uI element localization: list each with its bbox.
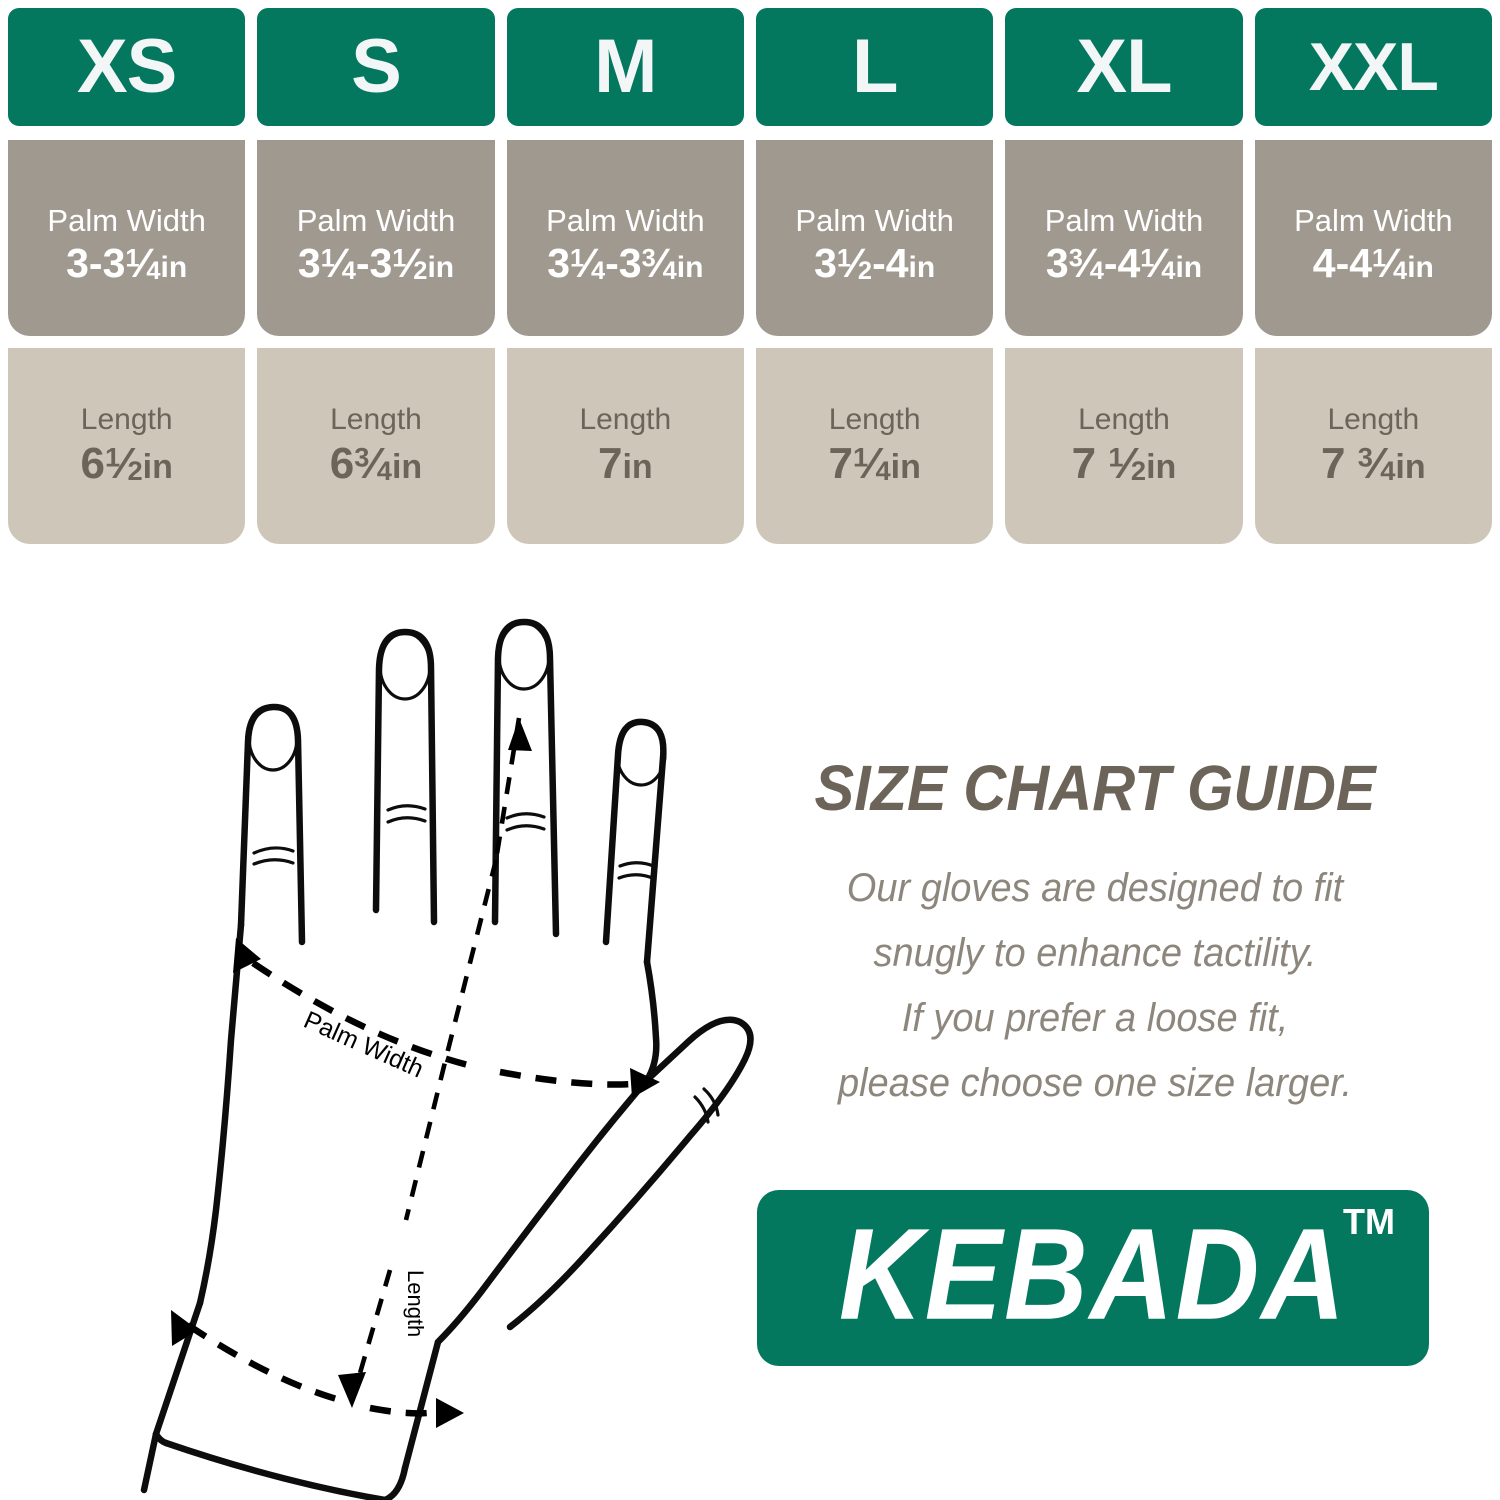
length-value: 7 1⁄2in xyxy=(1071,438,1177,488)
size-column-m: M Palm Width 31⁄4-33⁄4in Length 7in xyxy=(506,8,744,544)
length-cell-m: Length 7in xyxy=(506,348,744,544)
fingernail-middle-icon xyxy=(378,631,432,701)
palm-width-arc-left xyxy=(251,960,481,1072)
palm-width-label: Palm Width xyxy=(296,203,456,239)
palm-width-value: 4-41⁄4in xyxy=(1312,239,1434,286)
length-line-lower xyxy=(355,1269,393,1381)
knuckle-crease-icon xyxy=(617,873,657,881)
length-label: Length xyxy=(330,402,422,436)
cuff-right-corner xyxy=(381,1464,409,1500)
sleeve-left-edge xyxy=(140,1430,160,1494)
brand-name: KEBADA xyxy=(838,1201,1348,1347)
fingernail-pinky-icon xyxy=(615,721,667,787)
palm-width-label: Palm Width xyxy=(795,203,954,239)
length-cell-l: Length 71⁄4in xyxy=(755,348,994,544)
palm-width-arrow-right-icon xyxy=(630,1068,660,1098)
size-header-xl: XL xyxy=(1005,8,1243,126)
length-value: 61⁄2in xyxy=(80,438,173,488)
palm-width-cell-xxl: Palm Width 4-41⁄4in xyxy=(1254,140,1492,336)
knuckle-crease-icon xyxy=(505,824,546,832)
length-value: 63⁄4in xyxy=(329,438,423,488)
length-line-upper xyxy=(403,859,499,1221)
palm-width-value: 31⁄4-31⁄2in xyxy=(297,239,455,286)
page-title: SIZE CHART GUIDE xyxy=(814,752,1376,824)
length-label: Length xyxy=(1078,402,1170,436)
palm-right-edge xyxy=(643,958,660,1084)
palm-width-label: Palm Width xyxy=(1294,203,1453,239)
size-header-l: L xyxy=(755,8,994,126)
size-column-xxl: XXL Palm Width 4-41⁄4in Length 7 3⁄4in xyxy=(1254,8,1492,544)
length-cell-xs: Length 61⁄2in xyxy=(8,348,246,544)
knuckle-crease-icon xyxy=(618,861,658,869)
thumb-inner-edge xyxy=(434,1076,651,1346)
size-header-m: M xyxy=(506,8,744,126)
fingertip-arrow-icon xyxy=(508,718,532,751)
palm-width-label: Palm Width xyxy=(1044,203,1204,239)
palm-width-cell-l: Palm Width 31⁄2-4in xyxy=(755,140,994,336)
palm-width-value: 31⁄2-4in xyxy=(814,239,936,286)
fingertip-arrow-line xyxy=(493,717,522,861)
palm-width-value: 3-31⁄4in xyxy=(66,239,188,286)
size-chart-table: XS Palm Width 3-31⁄4in Length 61⁄2in S P… xyxy=(8,8,1492,544)
palm-width-cell-xs: Palm Width 3-31⁄4in xyxy=(8,140,246,336)
size-column-s: S Palm Width 31⁄4-31⁄2in Length 63⁄4in xyxy=(257,8,495,544)
size-column-l: L Palm Width 31⁄2-4in Length 71⁄4in xyxy=(755,8,994,544)
hand-measurement-diagram: Length Palm Width xyxy=(40,570,760,1500)
guide-body-text: Our gloves are designed to fit snugly to… xyxy=(745,856,1445,1115)
length-value: 71⁄4in xyxy=(828,438,921,488)
wrist-arc-right xyxy=(369,1404,437,1417)
finger-pinky-outline xyxy=(602,718,667,966)
guide-line: If you prefer a loose fit, xyxy=(901,995,1289,1040)
size-column-xs: XS Palm Width 3-31⁄4in Length 61⁄2in xyxy=(8,8,246,544)
palm-left-edge xyxy=(196,921,245,1307)
wrist-right-edge xyxy=(401,1338,442,1472)
length-label: Length xyxy=(80,402,173,436)
size-header-xxl: XXL xyxy=(1254,8,1492,126)
size-header-s: S xyxy=(257,8,495,126)
palm-width-label: Palm Width xyxy=(546,203,705,239)
guide-line: snugly to enhance tactility. xyxy=(873,930,1317,975)
thumb-crease-icon xyxy=(693,1095,710,1124)
size-chart-guide-panel: SIZE CHART GUIDE Our gloves are designed… xyxy=(745,752,1445,1115)
palm-width-value: 33⁄4-41⁄4in xyxy=(1045,239,1203,286)
palm-width-cell-s: Palm Width 31⁄4-31⁄2in xyxy=(257,140,495,336)
palm-width-arrow-left-icon xyxy=(233,938,261,973)
palm-width-value: 31⁄4-33⁄4in xyxy=(547,239,704,286)
trademark-symbol: TM xyxy=(1343,1201,1395,1242)
fingernail-ring-icon xyxy=(497,621,551,691)
guide-line: Our gloves are designed to fit xyxy=(846,866,1344,911)
knuckle-crease-icon xyxy=(386,816,427,824)
fingernail-index-icon xyxy=(247,704,299,772)
cuff-bottom-edge xyxy=(162,1439,389,1500)
thumb-outline xyxy=(506,1016,754,1331)
finger-middle-outline xyxy=(372,628,438,926)
thumb-crease-icon xyxy=(702,1087,720,1117)
size-column-xl: XL Palm Width 33⁄4-41⁄4in Length 7 1⁄2in xyxy=(1005,8,1243,544)
length-arrow-icon xyxy=(338,1372,366,1408)
wrist-arrow-left-icon xyxy=(171,1310,198,1346)
length-label: Length xyxy=(828,402,921,436)
wrist-arrow-right-icon xyxy=(436,1398,464,1428)
length-cell-xxl: Length 7 3⁄4in xyxy=(1254,348,1492,544)
size-header-xs: XS xyxy=(8,8,246,126)
length-value: 7in xyxy=(597,438,653,488)
palm-width-arc-right xyxy=(499,1068,633,1088)
length-label: Length xyxy=(579,402,672,436)
knuckle-crease-icon xyxy=(386,804,427,812)
length-measure-label: Length xyxy=(403,1270,428,1337)
palm-width-cell-m: Palm Width 31⁄4-33⁄4in xyxy=(506,140,744,336)
length-cell-xl: Length 7 1⁄2in xyxy=(1005,348,1243,544)
length-label: Length xyxy=(1327,402,1420,436)
knuckle-crease-icon xyxy=(252,846,295,855)
guide-line: please choose one size larger. xyxy=(837,1060,1353,1105)
length-value: 7 3⁄4in xyxy=(1321,438,1426,488)
palm-width-cell-xl: Palm Width 33⁄4-41⁄4in xyxy=(1005,140,1243,336)
brand-logo: KEBADA TM xyxy=(757,1190,1429,1366)
wrist-arc-left xyxy=(186,1322,341,1404)
length-cell-s: Length 63⁄4in xyxy=(257,348,495,544)
knuckle-crease-icon xyxy=(252,858,295,866)
palm-width-label: Palm Width xyxy=(47,203,206,239)
knuckle-crease-icon xyxy=(505,812,546,820)
palm-width-measure-label: Palm Width xyxy=(300,1006,428,1084)
